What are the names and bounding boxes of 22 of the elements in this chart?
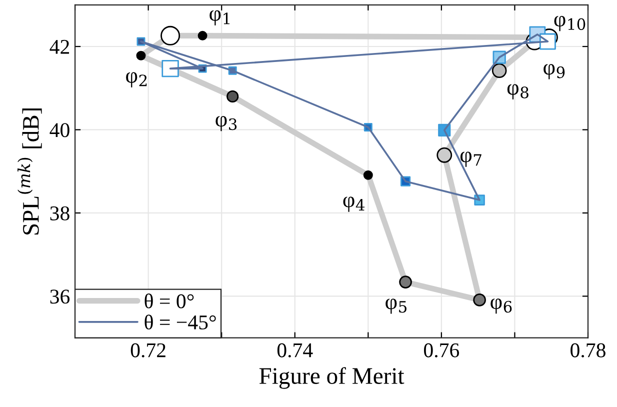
y-tick-label: 36 [50, 290, 70, 304]
legend-label: θ = 0° [144, 294, 194, 308]
annotation: φ$_{5}$ [386, 298, 406, 314]
x-tick-label: 0.78 [570, 343, 606, 358]
annotation: φ$_{10}$ [554, 16, 586, 32]
x-axis-title: Figure of Merit [259, 367, 404, 389]
annotation: φ$_{4}$ [343, 196, 365, 212]
annotation: φ$_{2}$ [126, 72, 147, 88]
x-tick-label: 0.72 [130, 343, 166, 358]
annotation: φ$_{6}$ [490, 298, 512, 314]
y-tick-label: 42 [50, 40, 70, 54]
annotation: φ$_{8}$ [507, 84, 528, 100]
x-tick-label: 0.74 [277, 343, 313, 358]
legend-label: θ = −45° [144, 314, 216, 330]
annotation: φ$_{7}$ [460, 152, 482, 167]
annotation: φ$_{9}$ [544, 64, 565, 80]
y-tick-label: 38 [50, 206, 70, 220]
y-axis-title: SPL$^{(mk)}$ [dB] [18, 108, 42, 234]
y-tick-label: 40 [50, 123, 70, 138]
annotation: φ$_{1}$ [210, 10, 230, 26]
annotation: φ$_{3}$ [216, 116, 237, 132]
x-tick-label: 0.76 [424, 343, 460, 358]
